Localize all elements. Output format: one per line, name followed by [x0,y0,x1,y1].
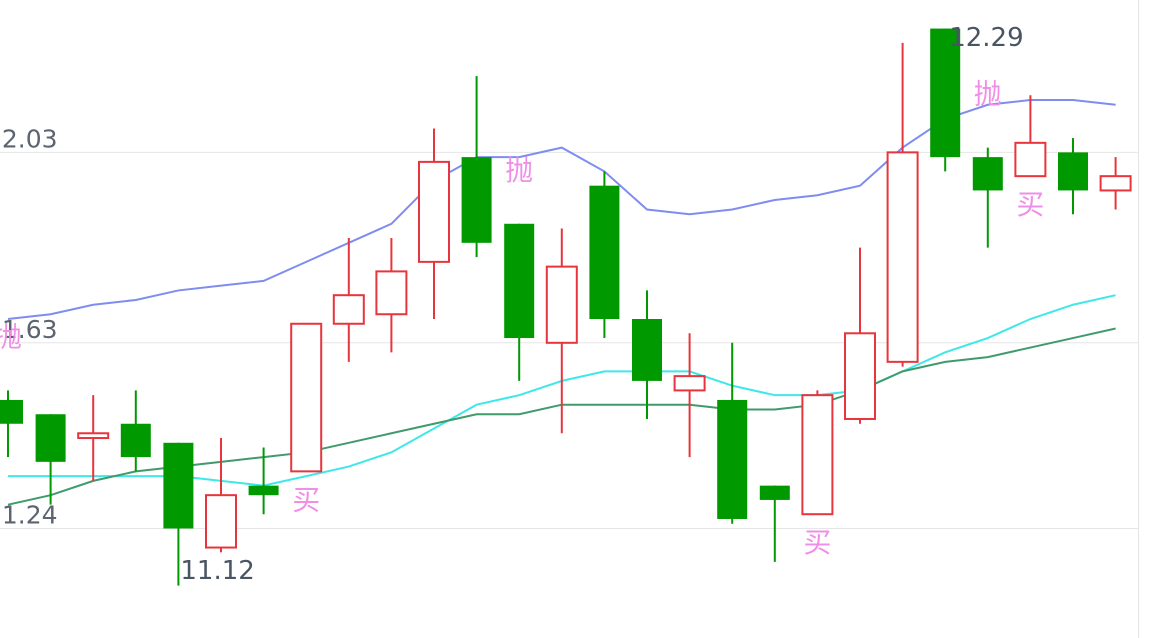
sell-signal: 抛 [974,78,1002,111]
candle-body [504,223,535,339]
y-tick-label: 12.03 [0,124,58,153]
candle-body [673,375,706,392]
candle-body [77,432,110,440]
candle-body [120,423,151,458]
candle-body [248,485,279,496]
buy-signal: 买 [292,483,320,516]
candle-body [205,494,237,549]
candle-body [632,319,662,381]
buy-signal: 买 [1016,188,1044,221]
candle-body [801,394,834,516]
min-price-label: 11.12 [180,556,254,586]
sell-signal: 抛 [0,320,22,353]
candle-body [1058,152,1088,191]
candle-body [461,157,492,243]
candle-body [163,442,194,529]
candle-body [759,485,790,500]
max-price-label: 12.29 [949,23,1023,53]
candle-body [0,399,23,424]
candle-body [375,270,408,316]
sell-signal: 抛 [505,154,533,187]
candle-body [35,414,66,462]
buy-signal: 买 [803,526,831,559]
candle-body [886,151,919,363]
candle-body [972,157,1003,191]
candle-body [332,294,365,325]
candle-body [930,28,961,158]
candle-body [418,160,450,263]
candle-body [545,265,578,344]
candle-body [1014,141,1047,178]
candle-body [844,332,876,420]
candle-body [290,322,323,473]
candle-body [1099,175,1132,192]
candle-body [589,185,620,319]
candle-body [717,399,748,519]
